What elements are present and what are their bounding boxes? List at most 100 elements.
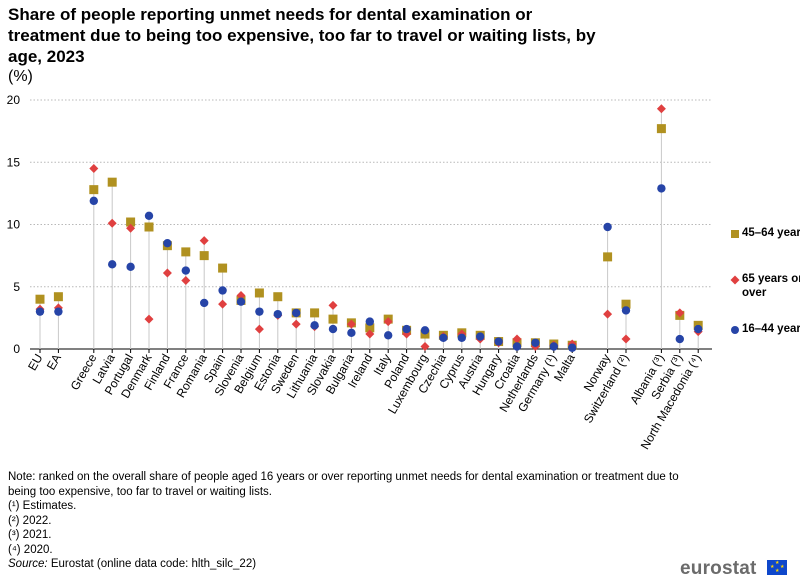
point-16-44 (200, 298, 209, 308)
y-tick-label: 15 (7, 155, 21, 169)
y-tick-label: 10 (7, 218, 21, 232)
point-45-64 (621, 299, 631, 309)
y-tick-label: 20 (7, 93, 21, 107)
point-65-plus (621, 334, 631, 344)
y-axis-unit: (%) (8, 68, 33, 85)
point-16-44 (384, 331, 393, 340)
point-45-64 (656, 124, 666, 134)
point-65-plus (89, 163, 99, 173)
point-65-plus (291, 319, 301, 329)
point-65-plus (236, 290, 246, 300)
point-65-plus (365, 329, 375, 339)
point-16-44 (675, 334, 684, 344)
point-45-64 (365, 323, 375, 333)
point-16-44 (494, 337, 503, 346)
point-16-44 (35, 307, 45, 316)
point-16-44 (457, 333, 466, 342)
point-45-64 (254, 288, 264, 298)
point-16-44 (402, 324, 411, 334)
footnote-2: (²) 2022. (8, 514, 52, 527)
point-16-44 (568, 343, 577, 352)
point-16-44 (108, 260, 117, 269)
point-16-44 (292, 308, 301, 318)
point-45-64 (603, 252, 613, 262)
point-45-64 (107, 177, 117, 187)
point-16-44 (181, 266, 190, 275)
point-65-plus (603, 309, 613, 319)
x-tick-label: EA (44, 352, 64, 373)
footnote-1: (¹) Estimates. (8, 500, 77, 512)
point-45-64 (199, 251, 209, 261)
point-16-44 (54, 307, 63, 316)
point-45-64 (53, 292, 63, 302)
source-line: Source: Eurostat (online data code: hlth… (8, 557, 698, 572)
point-65-plus (162, 268, 172, 278)
point-16-44 (236, 297, 246, 306)
point-65-plus (328, 300, 338, 310)
point-16-44 (621, 306, 631, 315)
point-16-44 (273, 309, 282, 319)
point-45-64 (328, 314, 338, 324)
point-16-44 (89, 196, 99, 206)
point-45-64 (89, 185, 99, 195)
point-16-44 (328, 324, 338, 334)
point-16-44 (476, 332, 485, 341)
note-text: Note: ranked on the overall share of peo… (8, 471, 679, 498)
chart-title: Share of people reporting unmet needs fo… (8, 5, 596, 66)
footnote-3: (³) 2021. (8, 529, 52, 541)
point-65-plus (126, 223, 136, 233)
point-65-plus (656, 104, 666, 114)
point-65-plus (218, 299, 228, 309)
legend-square-icon (731, 230, 739, 238)
legend-label-65-plus: 65 years or over (742, 273, 800, 299)
legend-diamond-icon (730, 275, 740, 285)
legend-circle-icon (731, 326, 739, 334)
legend-label-45-64: 45–64 years (742, 227, 800, 239)
point-65-plus (420, 342, 430, 352)
point-65-plus (346, 319, 356, 329)
point-65-plus (107, 218, 117, 228)
y-tick-label: 0 (13, 342, 20, 356)
point-16-44 (657, 184, 666, 193)
point-65-plus (512, 334, 522, 344)
point-65-plus (181, 276, 191, 286)
point-16-44 (365, 317, 374, 326)
eu-flag-icon: ★ ★ ★ ★ (767, 560, 787, 575)
notes: Note: ranked on the overall share of peo… (8, 470, 698, 572)
source-label: Source: (8, 558, 48, 570)
point-45-64 (181, 247, 191, 257)
point-16-44 (163, 238, 172, 248)
point-45-64 (126, 217, 136, 227)
x-tick-label: EU (25, 352, 45, 373)
point-45-64 (144, 222, 154, 232)
y-tick-label: 5 (13, 280, 20, 294)
footnote-4: (⁴) 2020. (8, 543, 53, 556)
point-16-44 (694, 324, 703, 334)
point-16-44 (420, 326, 430, 335)
point-16-44 (603, 222, 612, 232)
point-16-44 (439, 333, 448, 342)
point-65-plus (383, 317, 393, 327)
point-45-64 (35, 294, 45, 304)
point-65-plus (199, 236, 209, 246)
point-45-64 (218, 263, 228, 273)
point-16-44 (218, 286, 227, 295)
legend-diamond (730, 275, 740, 285)
source-text: Eurostat (online data code: hlth_silc_22… (47, 558, 257, 570)
point-65-plus (144, 314, 154, 324)
point-16-44 (310, 321, 319, 330)
point-45-64 (273, 292, 283, 302)
legend-label-16-44: 16–44 years (742, 323, 800, 335)
point-16-44 (347, 328, 356, 338)
point-65-plus (254, 324, 264, 334)
point-16-44 (512, 342, 522, 351)
legend-circle (731, 326, 739, 334)
point-45-64 (310, 308, 320, 318)
eurostat-logo[interactable]: eurostat (680, 558, 757, 579)
point-16-44 (531, 338, 540, 347)
point-16-44 (126, 262, 135, 272)
legend-square (731, 230, 739, 238)
point-65-plus (675, 308, 685, 318)
point-16-44 (144, 211, 154, 220)
